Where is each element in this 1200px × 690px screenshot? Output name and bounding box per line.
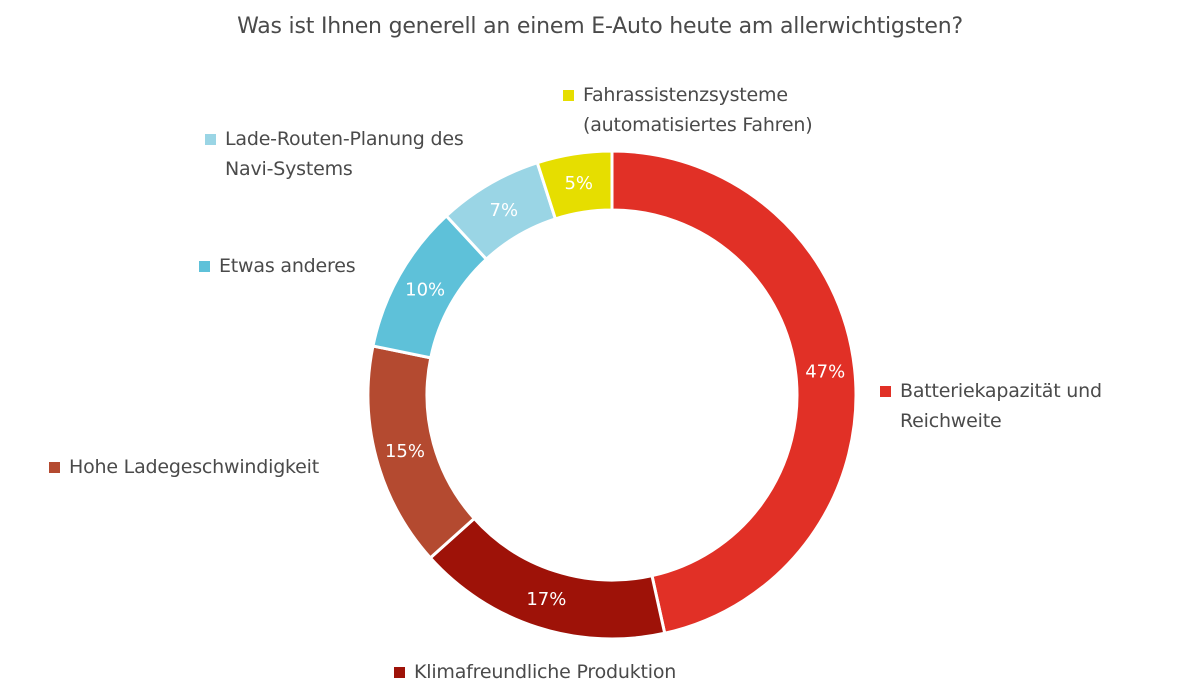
legend-swatch xyxy=(49,462,60,473)
legend-label: Fahrassistenzsysteme (automatisiertes Fa… xyxy=(583,84,813,136)
chart-title: Was ist Ihnen generell an einem E-Auto h… xyxy=(237,14,963,39)
slice-climate-production xyxy=(428,516,667,641)
legend-label: Klimafreundliche Produktion xyxy=(414,661,677,683)
legend-item-route-planning: Lade-Routen-Planung des Navi-Systems xyxy=(205,124,464,184)
slice-value-climate-production: 17% xyxy=(526,589,566,610)
legend-item-driver-assistance: Fahrassistenzsysteme (automatisiertes Fa… xyxy=(563,80,813,140)
legend-item-climate-production: Klimafreundliche Produktion xyxy=(394,657,676,687)
legend-item-other: Etwas anderes xyxy=(199,251,356,281)
legend-swatch xyxy=(205,134,216,145)
legend-swatch xyxy=(199,261,210,272)
legend-label: Lade-Routen-Planung des Navi-Systems xyxy=(225,128,464,180)
legend-label: Hohe Ladegeschwindigkeit xyxy=(69,456,320,478)
slice-value-labels: 47% 17% 15% 10% 7% 5% xyxy=(385,173,845,610)
slice-battery xyxy=(610,149,858,636)
legend-label: Etwas anderes xyxy=(219,255,356,277)
legend-swatch xyxy=(563,90,574,101)
slice-value-driver-assistance: 5% xyxy=(564,173,593,194)
legend-item-charging-speed: Hohe Ladegeschwindigkeit xyxy=(49,452,319,482)
legend-item-battery: Batteriekapazität und Reichweite xyxy=(880,376,1102,436)
slice-value-charging-speed: 15% xyxy=(385,441,425,462)
donut-slices xyxy=(366,149,858,641)
legend-label: Batteriekapazität und Reichweite xyxy=(900,380,1102,432)
legend-swatch xyxy=(394,667,405,678)
slice-value-other: 10% xyxy=(405,280,445,301)
slice-driver-assistance xyxy=(535,149,614,221)
legend-swatch xyxy=(880,386,891,397)
slice-value-battery: 47% xyxy=(805,362,845,383)
slice-value-route-planning: 7% xyxy=(490,200,519,221)
